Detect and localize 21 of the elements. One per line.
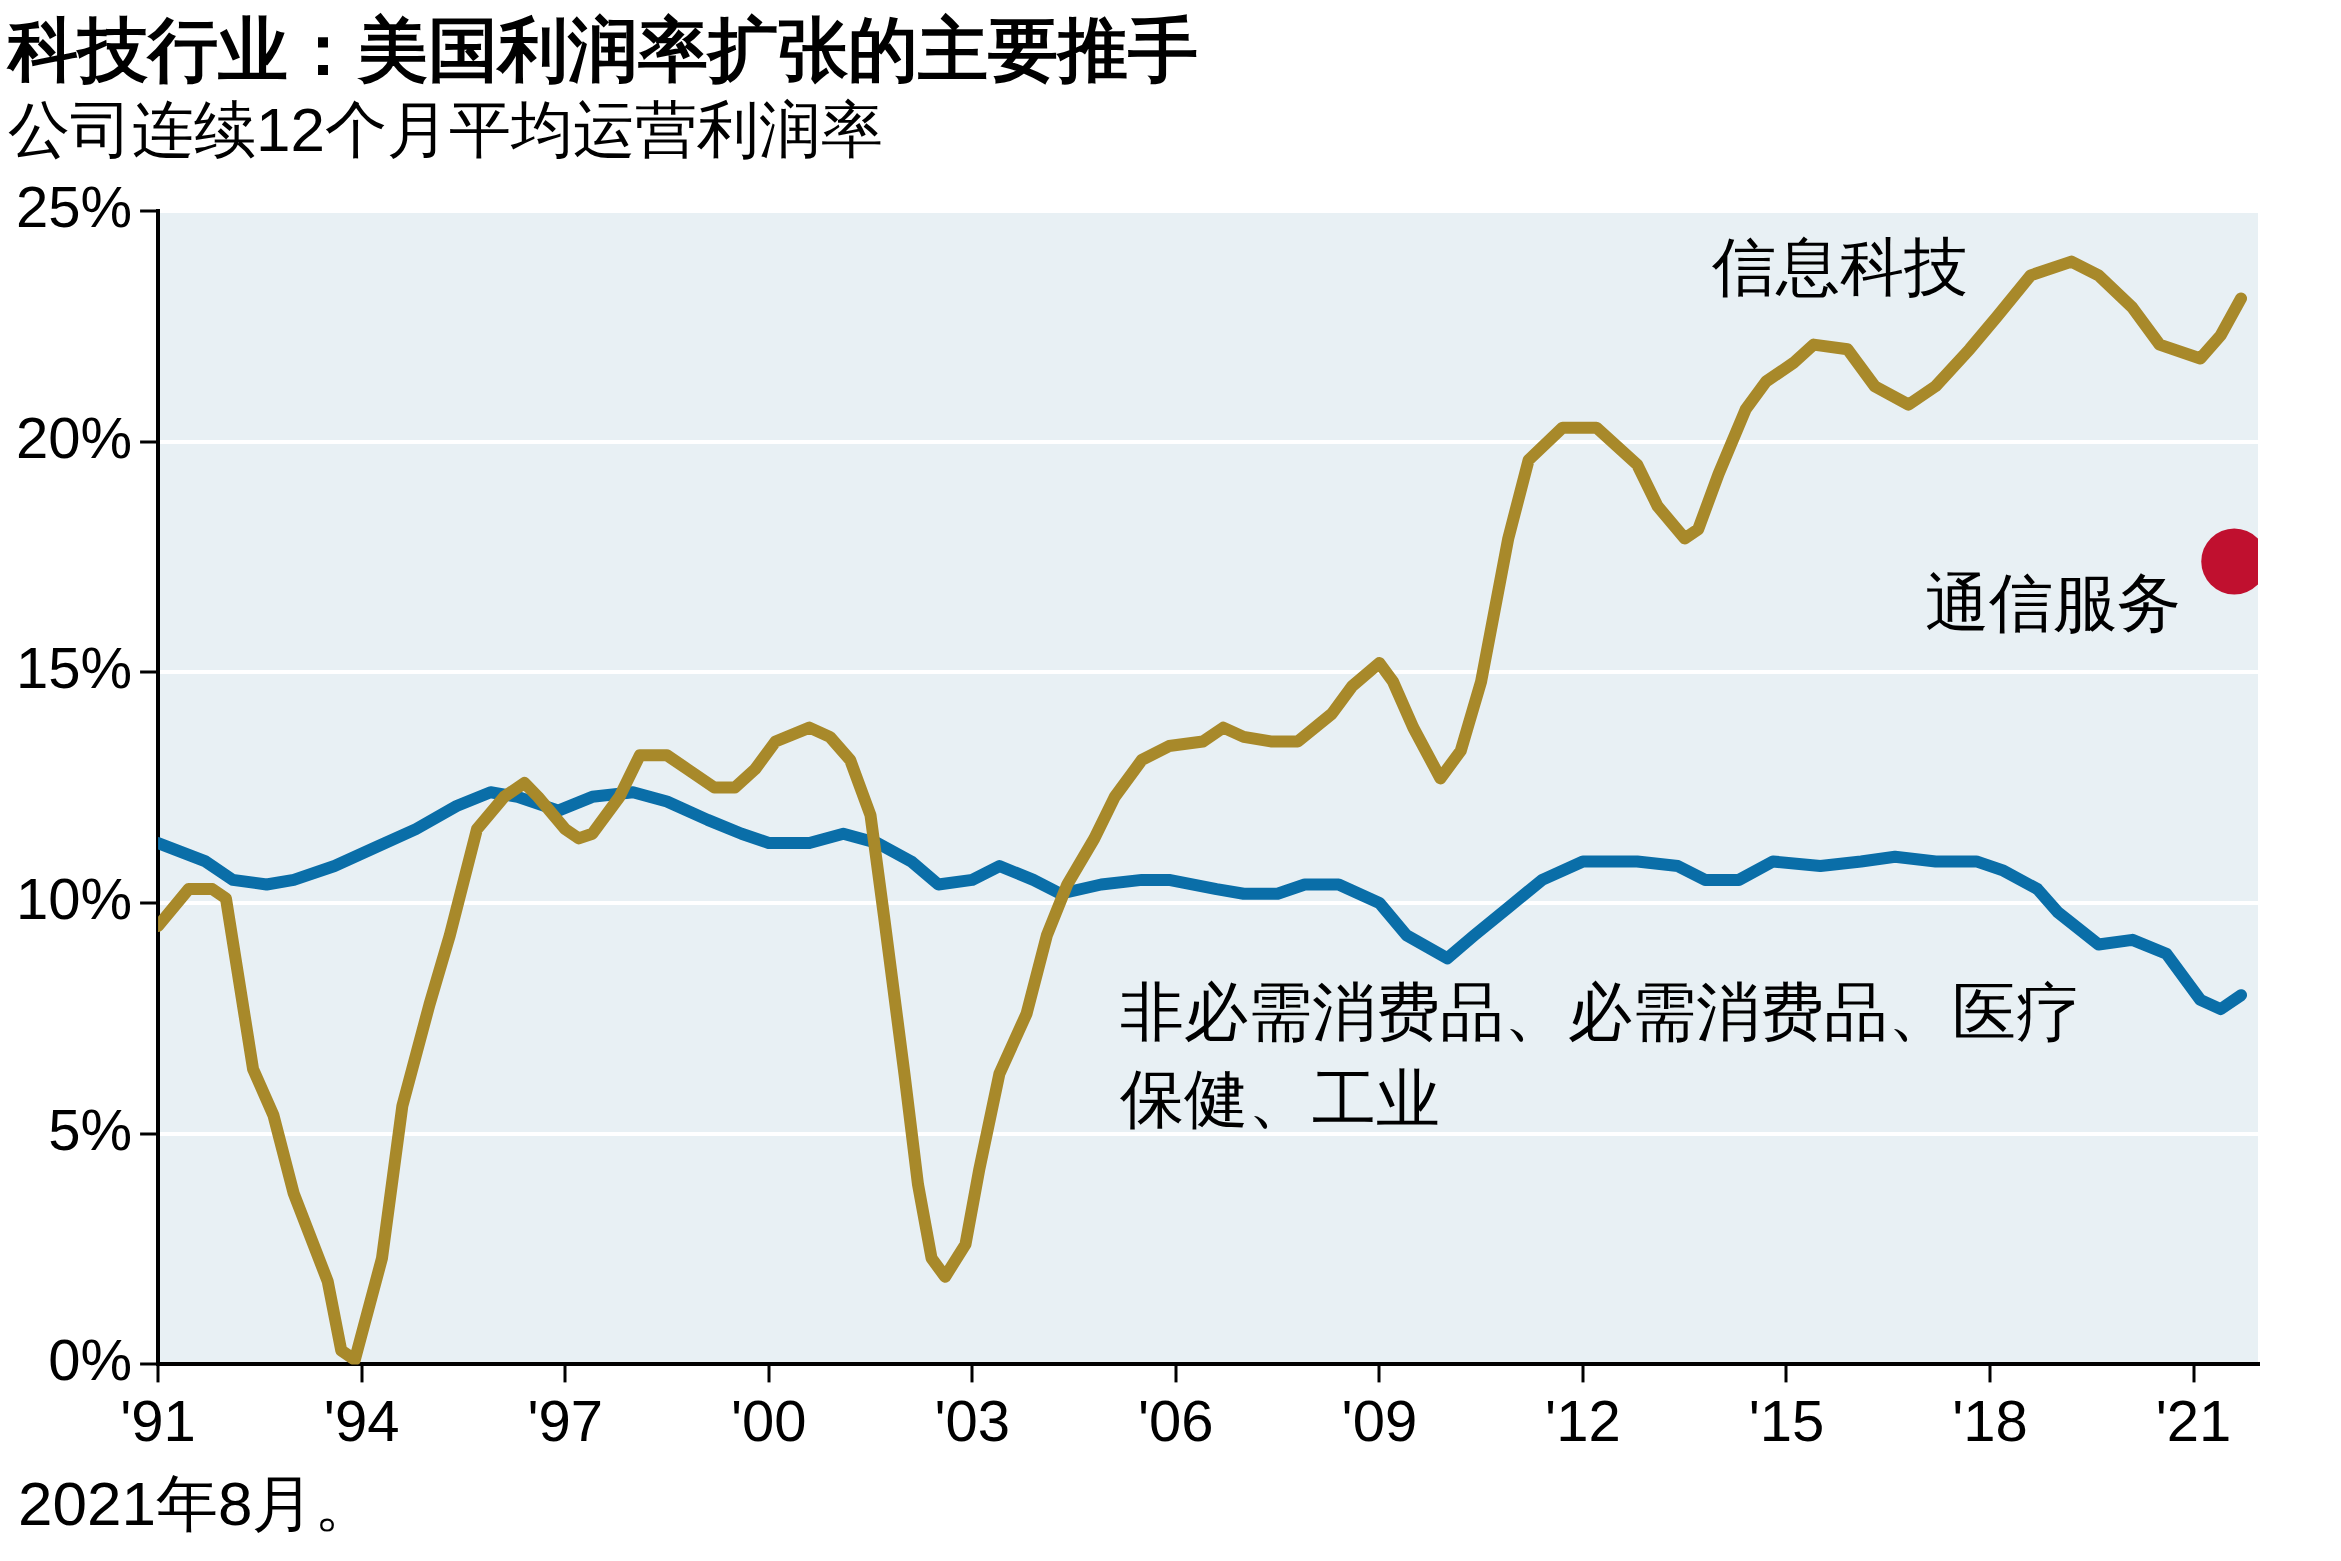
x-tick-label: '09: [1341, 1388, 1418, 1454]
x-tick-label: '06: [1138, 1388, 1214, 1454]
x-tick-label: '03: [934, 1388, 1011, 1454]
x-tick-label: '18: [1952, 1388, 2028, 1454]
chart-title: 科技行业：美国利润率扩张的主要推手: [8, 10, 1199, 91]
x-tick-label: '21: [2155, 1388, 2232, 1454]
series-label: 信息科技: [1712, 231, 1969, 304]
series-label: 通信服务: [1925, 567, 2182, 640]
text: 2021年8月。: [17, 1468, 378, 1540]
x-tick-label: '12: [1545, 1388, 1621, 1454]
y-tick-label: 15%: [15, 635, 133, 701]
x-tick-label: '97: [527, 1388, 603, 1454]
y-tick-label: 10%: [15, 865, 133, 931]
x-tick-label: '00: [730, 1388, 807, 1454]
chart-subtitle: 公司连续12个月平均运营利润率: [8, 94, 884, 166]
x-tick-label: '94: [323, 1388, 400, 1454]
y-tick-label: 25%: [15, 173, 133, 239]
y-tick-label: 5%: [48, 1096, 133, 1162]
x-tick-label: '15: [1748, 1388, 1825, 1454]
y-tick-label: 20%: [15, 404, 133, 470]
series-label: 非必需消费品、必需消费品、医疗保健、工业: [1120, 975, 2081, 1135]
